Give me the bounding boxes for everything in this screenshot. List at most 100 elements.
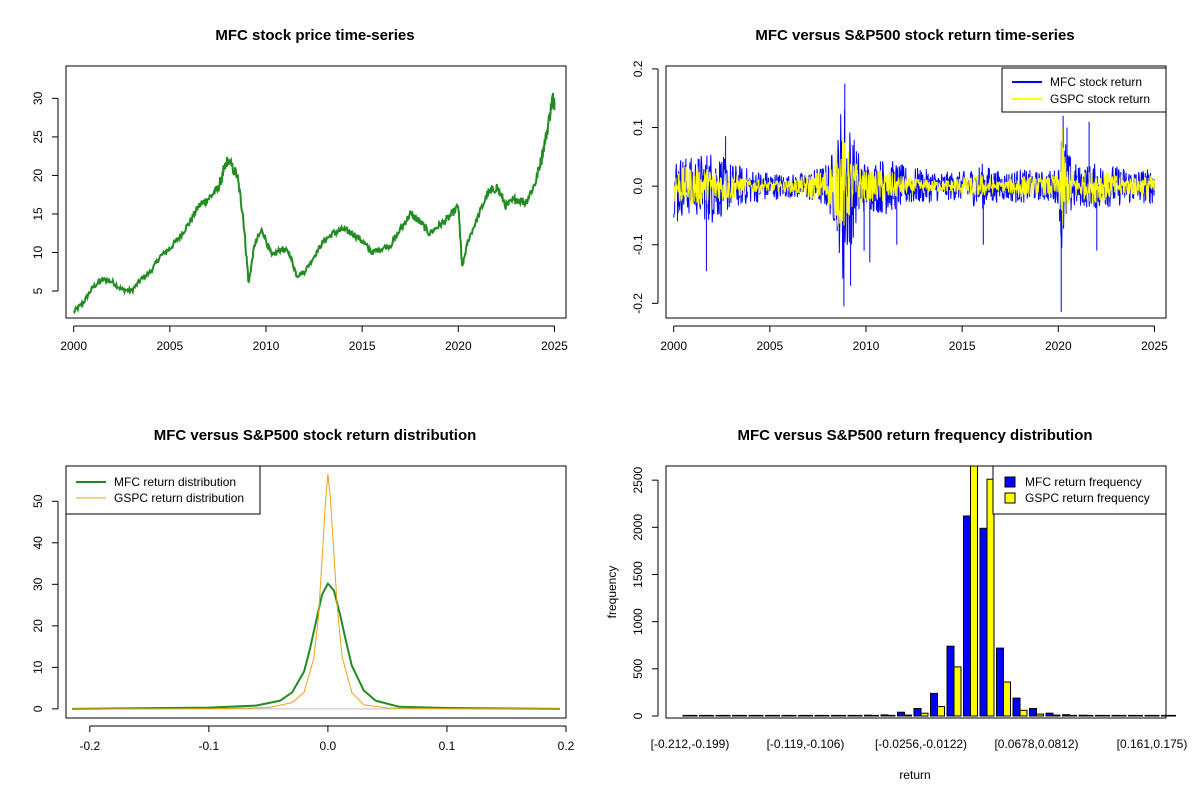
gspc-frequency-bar: [1069, 714, 1077, 717]
density-y-tick-label: 10: [31, 660, 45, 674]
price-y-tick-label: 20: [31, 168, 45, 182]
mfc-frequency-bar: [1128, 714, 1136, 717]
density-plot-frame: [65, 465, 567, 719]
mfc-frequency-bar: [699, 714, 707, 717]
mfc-frequency-bar: [930, 692, 938, 717]
histogram-x-axis-label: return: [899, 768, 930, 782]
mfc-frequency-bar: [831, 714, 839, 717]
gspc-frequency-bar: [1135, 714, 1143, 717]
gspc-frequency-bar: [1036, 713, 1044, 717]
mfc-return-line: [673, 83, 1155, 313]
gspc-frequency-bar: [953, 666, 962, 717]
mfc-frequency-bar: [963, 515, 971, 717]
price-x-tick-label: 2005: [156, 339, 183, 353]
mfc-frequency-bar: [913, 708, 922, 717]
price-y-tick-label: 5: [31, 287, 45, 294]
mfc-frequency-bar: [880, 714, 889, 717]
return-y-tick-label: -0.2: [631, 293, 645, 314]
gspc-frequency-bar: [739, 714, 747, 717]
return-y-tick-label: 0.0: [631, 177, 645, 194]
return-legend-box: [1001, 67, 1167, 113]
price-y-tick-label: 10: [31, 246, 45, 260]
mfc-frequency-bar: [1161, 714, 1169, 717]
histogram-x-tick-label: [-0.212,-0.199): [651, 737, 730, 751]
histogram-legend-swatch: [1004, 476, 1016, 488]
gspc-frequency-bar: [722, 714, 731, 717]
mfc-frequency-bar: [1111, 714, 1120, 717]
gspc-frequency-bar: [1102, 714, 1110, 717]
price-x-tick-label: 2025: [541, 339, 568, 353]
return-x-tick-label: 2010: [853, 339, 880, 353]
price-plot-frame: [65, 65, 567, 319]
histogram-legend-label: GSPC return frequency: [1025, 491, 1150, 505]
density-y-tick-label: 50: [31, 494, 45, 508]
gspc-frequency-bar: [1003, 681, 1011, 717]
return-legend-label: MFC stock return: [1050, 75, 1142, 89]
gspc-frequency-bar: [904, 714, 912, 717]
gspc-frequency-bar: [706, 714, 714, 717]
gspc-frequency-bar: [970, 465, 978, 717]
density-legend-label: GSPC return distribution: [114, 491, 244, 505]
price-line: [72, 92, 556, 315]
panel-1-title: MFC stock price time-series: [215, 27, 414, 44]
gspc-frequency-bar: [1151, 714, 1160, 717]
histogram-y-tick-label: 2500: [631, 466, 645, 493]
mfc-frequency-bar: [798, 714, 806, 717]
gspc-frequency-bar: [1118, 714, 1127, 717]
chart-return-histogram: 0 500 1000 1500 2000 2500 [-0.212,-0.199) [-0.1…: [605, 465, 1188, 782]
density-legend-label: MFC return distribution: [114, 475, 236, 489]
mfc-frequency-bar: [748, 714, 757, 717]
histogram-legend-swatch: [1004, 492, 1016, 504]
mfc-frequency-bar: [897, 711, 905, 717]
chart-return-timeseries: 2000 2005 2010 2015 2020 2025 -0.2 -0.1 0.0 0.1 0.…: [631, 60, 1168, 353]
histogram-y-tick-label: 0: [631, 712, 645, 719]
mfc-frequency-bar: [1078, 714, 1087, 717]
return-x-tick-label: 2005: [756, 339, 783, 353]
density-x-tick-label: 0.0: [320, 739, 337, 753]
histogram-y-tick-label: 500: [631, 658, 645, 678]
return-y-tick-label: -0.1: [631, 234, 645, 255]
mfc-frequency-bar: [996, 647, 1004, 717]
gspc-frequency-bar: [689, 714, 698, 717]
gspc-frequency-bar: [937, 706, 945, 717]
price-y-tick-label: 15: [31, 207, 45, 221]
mfc-frequency-bar: [1062, 714, 1070, 717]
mfc-frequency-bar: [864, 714, 872, 717]
mfc-frequency-bar: [946, 645, 955, 717]
gspc-frequency-bar: [986, 478, 995, 717]
gspc-frequency-bar: [1168, 714, 1176, 717]
mfc-density-line: [71, 582, 561, 710]
gspc-frequency-bar: [772, 714, 780, 717]
histogram-x-tick-label: [0.161,0.175): [1117, 737, 1188, 751]
return-x-tick-label: 2020: [1045, 339, 1072, 353]
histogram-y-tick-label: 1500: [631, 561, 645, 588]
price-x-tick-label: 2015: [349, 339, 376, 353]
gspc-frequency-bar: [805, 714, 813, 717]
histogram-legend-label: MFC return frequency: [1025, 475, 1142, 489]
price-x-tick-label: 2000: [60, 339, 87, 353]
density-x-tick-label: -0.2: [79, 739, 100, 753]
mfc-frequency-bar: [847, 714, 856, 717]
mfc-frequency-bar: [1095, 714, 1103, 717]
price-y-tick-label: 30: [31, 91, 45, 105]
return-plot-frame: [665, 65, 1167, 319]
density-y-tick-label: 30: [31, 577, 45, 591]
density-x-tick-label: 0.1: [439, 739, 456, 753]
histogram-y-axis-label: frequency: [605, 566, 619, 619]
gspc-frequency-bar: [920, 712, 929, 717]
mfc-frequency-bar: [979, 527, 988, 717]
density-y-tick-label: 0: [31, 705, 45, 712]
histogram-y-tick-label: 2000: [631, 514, 645, 541]
histogram-legend-box: [992, 465, 1167, 515]
mfc-frequency-bar: [1029, 708, 1037, 717]
mfc-frequency-bar: [765, 714, 773, 717]
gspc-frequency-bar: [871, 714, 879, 717]
histogram-y-tick-label: 1000: [631, 608, 645, 635]
density-legend-box: [65, 465, 261, 515]
panel-3-title: MFC versus S&P500 stock return distribut…: [154, 427, 477, 444]
chart-return-density: -0.2 -0.1 0.0 0.1 0.2 0 10 20 30 40 50 MFC return d…: [31, 465, 575, 753]
mfc-frequency-bar: [732, 714, 740, 717]
gspc-frequency-bar: [838, 714, 846, 717]
density-x-tick-label: 0.2: [558, 739, 575, 753]
